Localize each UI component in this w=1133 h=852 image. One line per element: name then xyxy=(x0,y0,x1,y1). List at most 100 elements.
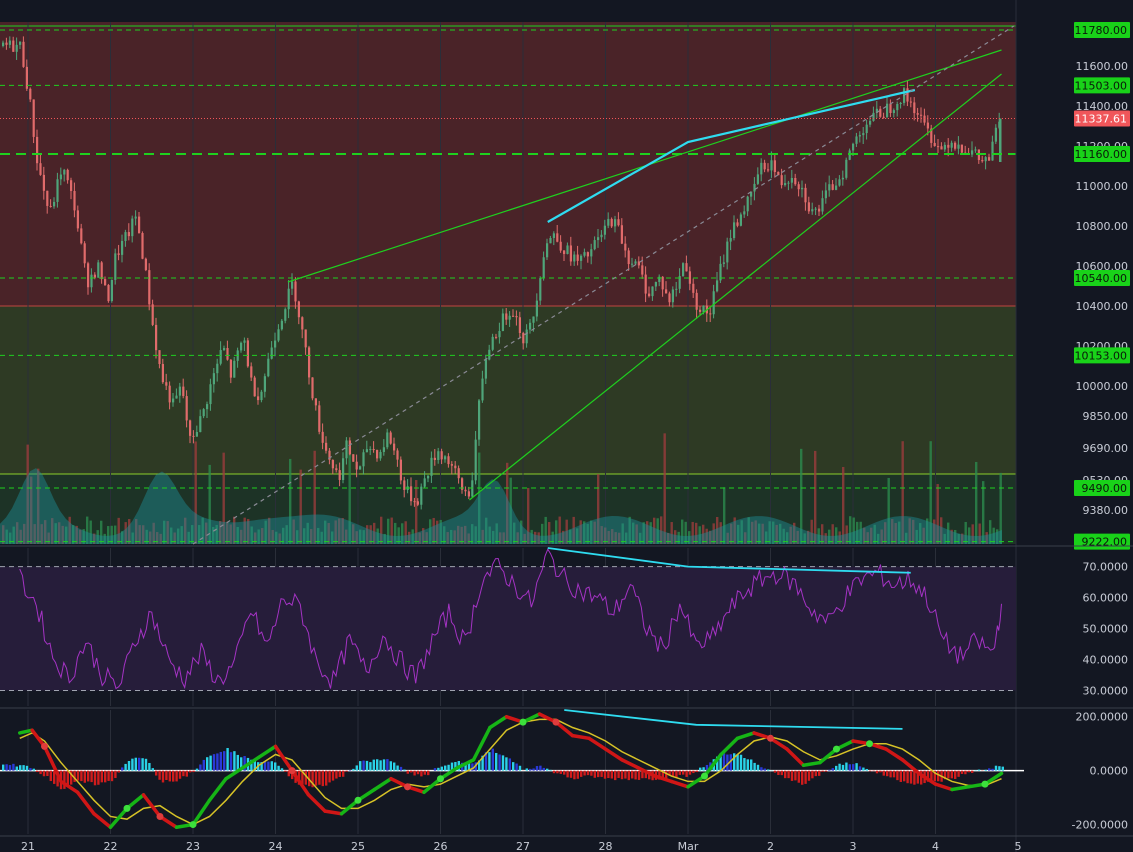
volume-bar xyxy=(950,529,953,544)
macd-histogram-bar xyxy=(29,768,32,771)
volume-bar xyxy=(397,527,400,544)
candle-body xyxy=(104,279,107,286)
candle-body xyxy=(396,450,399,460)
macd-panel[interactable]: 200.0000 0.0000 -200.0000 xyxy=(0,709,1128,832)
macd-histogram-bar xyxy=(433,768,437,771)
volume-bar xyxy=(61,525,64,544)
candle-body xyxy=(947,144,950,148)
macd-line-segment xyxy=(207,776,228,803)
macd-histogram-bar xyxy=(406,770,409,774)
volume-bar xyxy=(814,450,817,544)
macd-histogram-bar xyxy=(5,764,8,771)
candle-body xyxy=(90,274,93,288)
time-tick-label: 22 xyxy=(104,840,118,852)
macd-histogram-bar xyxy=(852,764,855,771)
macd-histogram-bar xyxy=(393,762,396,771)
candle-body xyxy=(335,468,338,471)
macd-cross-dot xyxy=(156,812,164,820)
candle-body xyxy=(743,211,746,215)
volume-bar xyxy=(821,524,824,544)
macd-cross-dot xyxy=(981,780,989,788)
macd-histogram-bar xyxy=(144,758,148,771)
price-badge xyxy=(1074,110,1130,127)
volume-bar xyxy=(765,531,768,544)
macd-histogram-bar xyxy=(580,770,583,777)
candle-body xyxy=(542,257,545,279)
candle-body xyxy=(15,44,18,52)
macd-histogram-bar xyxy=(100,770,103,783)
volume-bar xyxy=(891,519,894,544)
candle-body xyxy=(954,142,957,149)
rsi-tick-label: 50.0000 xyxy=(1083,623,1129,636)
candle-body xyxy=(940,146,943,150)
volume-bar xyxy=(548,522,551,544)
candle-body xyxy=(532,316,535,323)
volume-bar xyxy=(282,527,285,544)
rsi-line xyxy=(19,548,1002,690)
candle-body xyxy=(852,143,855,151)
volume-bar xyxy=(299,469,302,544)
volume-bar xyxy=(254,532,257,544)
volume-bar xyxy=(110,525,113,544)
macd-histogram-bar xyxy=(161,770,165,783)
volume-bar xyxy=(768,521,771,544)
candle-body xyxy=(906,88,909,102)
candle-body xyxy=(97,262,100,278)
rsi-panel[interactable]: 70.0000 60.0000 50.0000 40.0000 30.0000 xyxy=(0,547,1129,698)
macd-histogram-bar xyxy=(998,766,1001,771)
candle-body xyxy=(185,396,188,421)
volume-bar xyxy=(334,520,337,544)
volume-bar xyxy=(135,519,138,544)
macd-histogram-bar xyxy=(498,754,501,771)
macd-histogram-bar xyxy=(733,753,736,771)
volume-bar xyxy=(33,524,36,544)
macd-histogram-bar xyxy=(464,764,467,771)
macd-histogram-bar xyxy=(46,770,49,776)
macd-histogram-bar xyxy=(280,768,284,771)
candle-body xyxy=(359,466,362,470)
price-badge-label: 10540.00 xyxy=(1075,272,1128,285)
candle-body xyxy=(12,40,15,52)
volume-bar xyxy=(681,519,684,544)
macd-line-segment xyxy=(422,776,443,794)
macd-histogram-bar xyxy=(722,753,726,771)
macd-histogram-bar xyxy=(597,770,600,778)
price-trendline-1 xyxy=(469,73,1002,501)
macd-histogram-bar xyxy=(576,770,579,779)
macd-histogram-bar xyxy=(107,770,110,781)
macd-histogram-bar xyxy=(665,770,668,779)
macd-line-segment xyxy=(702,752,723,778)
volume-bar xyxy=(236,526,239,544)
candle-body xyxy=(175,395,178,399)
volume-bar xyxy=(481,529,484,544)
macd-histogram-bar xyxy=(967,770,970,773)
candle-body xyxy=(515,315,518,318)
volume-bar xyxy=(583,521,586,544)
volume-bar xyxy=(341,518,344,544)
macd-histogram-bar xyxy=(916,770,919,784)
volume-bar xyxy=(453,530,456,544)
macd-line-segment xyxy=(18,728,34,735)
macd-histogram-bar xyxy=(957,770,960,777)
volume-bar xyxy=(93,533,96,544)
macd-histogram-bar xyxy=(848,764,851,771)
volume-bar xyxy=(677,531,680,544)
macd-histogram-bar xyxy=(1001,766,1004,771)
macd-histogram-bar xyxy=(583,770,586,776)
volume-bar xyxy=(859,521,862,544)
volume-bar xyxy=(418,532,421,544)
macd-histogram-bar xyxy=(474,762,477,771)
volume-bar xyxy=(674,530,677,544)
volume-bar xyxy=(705,528,708,544)
candle-body xyxy=(372,449,375,451)
macd-histogram-bar xyxy=(858,766,862,771)
volume-bar xyxy=(737,524,740,544)
candle-body xyxy=(651,286,654,297)
candle-body xyxy=(790,178,793,183)
candle-body xyxy=(600,234,603,238)
macd-histogram-bar xyxy=(63,770,66,789)
volume-bar xyxy=(373,522,376,544)
candle-body xyxy=(892,110,895,113)
